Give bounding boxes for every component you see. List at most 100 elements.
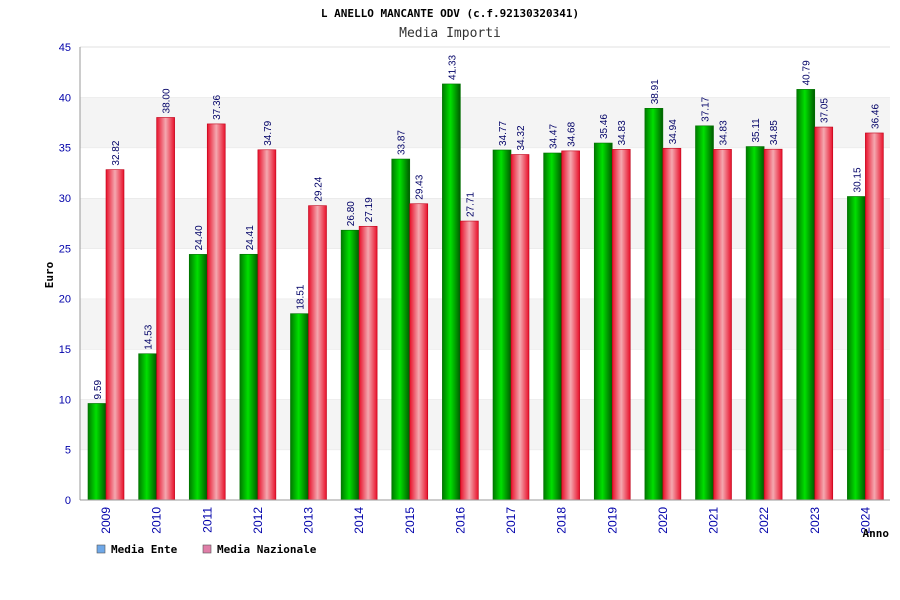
legend-swatch [96,544,106,554]
bar-media-ente [543,152,562,501]
y-tick-label: 20 [59,294,71,306]
data-label: 34.32 [516,125,527,150]
bar-media-ente [239,253,259,501]
bar-media-nazionale [713,149,732,501]
data-label: 32.82 [111,140,122,165]
legend-label: Media Nazionale [217,543,317,556]
x-tick-label: 2012 [251,507,265,534]
bar-media-ente [847,196,866,501]
y-axis-ticks: 0 5 10 15 20 25 30 35 40 45 [59,42,71,507]
x-tick-label: 2015 [403,507,417,534]
data-label: 9.59 [93,380,104,400]
bar-media-nazionale [561,150,580,501]
data-label: 37.17 [701,96,712,121]
x-tick-label: 2024 [858,507,872,534]
bar-media-ente [290,313,309,501]
bar-media-ente [593,142,613,501]
bar-media-nazionale [763,148,783,501]
bar-media-ente [442,83,461,501]
y-tick-label: 30 [59,193,71,205]
y-tick-label: 0 [65,495,71,507]
y-tick-label: 5 [65,445,71,457]
data-label: 38.91 [650,79,661,104]
chart-title: L ANELLO MANCANTE ODV (c.f.92130320341) [321,7,579,20]
x-tick-label: 2014 [352,507,366,534]
data-label: 37.36 [212,94,223,119]
legend: Media Ente Media Nazionale [96,543,317,556]
data-label: 30.15 [852,167,863,192]
bar-media-nazionale [662,147,682,501]
bars: 9.59 32.82 14.53 38.00 24.40 37.36 24.41 34.79 1… [87,54,884,501]
data-label: 24.41 [245,225,256,250]
bar-media-nazionale [156,117,175,501]
x-tick-label: 2009 [99,507,113,534]
chart-subtitle: Media Importi [399,26,501,41]
x-tick-label: 2016 [453,507,467,534]
data-label: 34.83 [719,120,730,145]
y-tick-label: 10 [59,394,71,406]
data-label: 36.46 [870,104,881,129]
data-label: 34.83 [617,120,628,145]
data-label: 34.77 [498,121,509,146]
bar-media-nazionale [814,126,834,501]
bar-media-nazionale [206,123,226,501]
bar-media-nazionale [308,205,327,501]
bar-media-nazionale [105,169,125,501]
data-label: 35.11 [751,118,762,143]
data-label: 18.51 [296,284,307,309]
data-label: 35.46 [599,114,610,139]
bar-media-ente [340,229,360,501]
bar-media-nazionale [460,220,479,501]
data-label: 33.87 [397,130,408,155]
data-label: 29.24 [314,176,325,201]
data-label: 34.79 [263,120,274,145]
legend-swatch [202,544,212,554]
data-label: 27.19 [364,197,375,222]
y-tick-label: 45 [59,42,71,54]
bar-media-ente [188,254,208,501]
y-tick-label: 35 [59,143,71,155]
bar-media-nazionale [409,203,429,501]
bar-media-nazionale [865,132,884,501]
bar-media-nazionale [510,154,530,501]
x-tick-label: 2013 [302,507,316,534]
x-tick-label: 2019 [605,507,619,534]
x-axis-ticks: 2009 2010 2011 2012 2013 2014 2015 2016 2017 2018… [99,507,872,534]
grid-band [80,47,890,98]
legend-label: Media Ente [111,543,178,556]
data-label: 34.94 [668,119,679,144]
x-tick-label: 2020 [656,507,670,534]
bar-media-ente [391,158,411,501]
bar-media-ente [745,146,765,501]
y-axis-label: Euro [43,261,56,288]
x-tick-label: 2010 [150,507,164,534]
data-label: 38.00 [162,88,173,113]
data-label: 24.40 [194,225,205,250]
data-label: 40.79 [802,60,813,85]
x-tick-label: 2023 [808,507,822,534]
x-tick-label: 2022 [757,507,771,534]
data-label: 34.68 [567,121,578,146]
bar-media-ente [492,149,512,501]
y-tick-label: 40 [59,92,71,104]
data-label: 41.33 [447,54,458,79]
bar-media-nazionale [358,225,378,501]
bar-media-ente [644,108,664,501]
data-label: 26.80 [346,201,357,226]
x-tick-label: 2017 [504,507,518,534]
bar-media-nazionale [257,149,277,501]
x-tick-label: 2011 [200,507,214,533]
data-label: 14.53 [144,324,155,349]
data-label: 34.85 [769,120,780,145]
y-tick-label: 15 [59,344,71,356]
y-tick-label: 25 [59,243,71,255]
data-label: 37.05 [820,98,831,123]
x-tick-label: 2018 [555,507,569,534]
bar-media-nazionale [611,149,631,501]
data-label: 34.47 [549,124,560,149]
bar-media-ente [138,353,157,501]
bar-media-ente [87,403,107,501]
data-label: 29.43 [415,174,426,199]
